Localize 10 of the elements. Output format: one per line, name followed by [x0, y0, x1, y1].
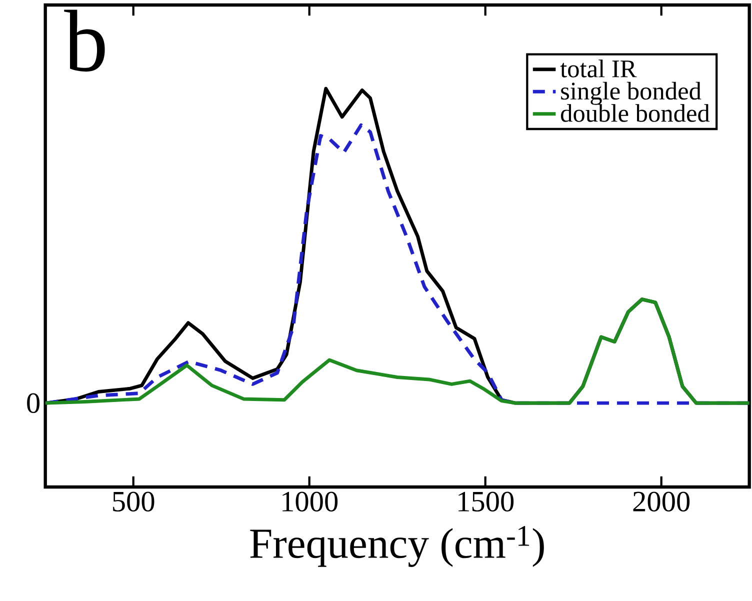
x-tick-label: 500 [113, 492, 154, 512]
legend-label: total IR [560, 60, 637, 78]
text: 0 [27, 393, 40, 414]
x-axis-title: Frequency (cm$^{-1}$) [250, 526, 544, 567]
x-tick-label: 2000 [633, 492, 690, 512]
legend-label: single bonded [561, 82, 702, 105]
x-tick-label: 1500 [458, 492, 514, 512]
x-tick-label: 1000 [282, 492, 338, 512]
legend-label: double bonded [560, 104, 710, 122]
text: b [64, 10, 105, 72]
